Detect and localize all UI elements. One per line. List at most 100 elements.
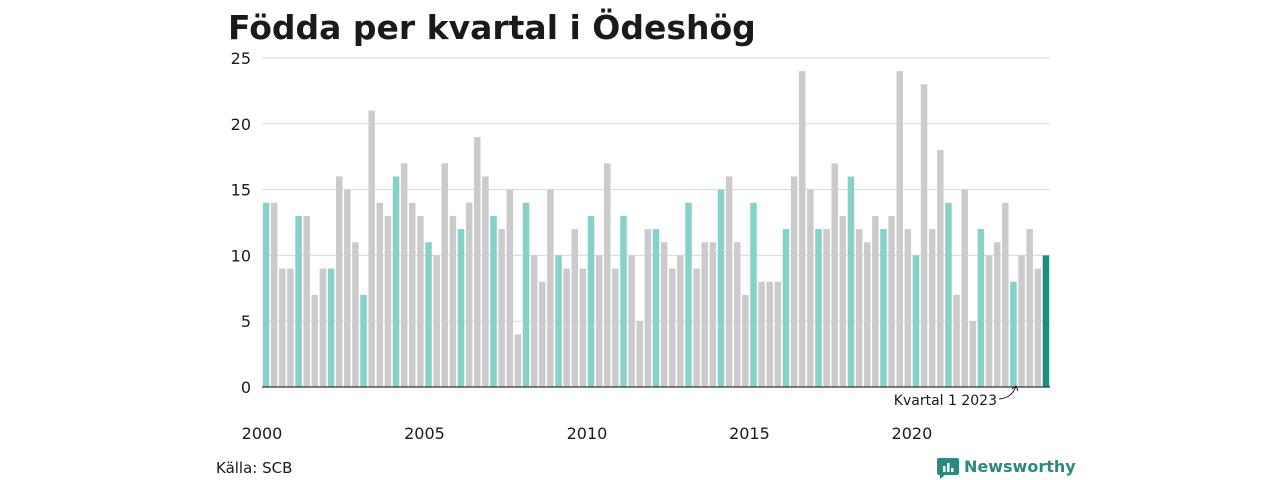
bar <box>628 255 635 387</box>
bar <box>636 321 644 387</box>
bar <box>701 242 708 387</box>
bar <box>904 229 912 387</box>
y-tick-label: 0 <box>241 378 251 397</box>
bar <box>847 176 855 387</box>
bar <box>303 215 310 387</box>
y-tick-label: 20 <box>231 115 251 134</box>
bar <box>595 255 603 387</box>
bar <box>547 189 554 387</box>
annotation-arrow <box>998 385 1017 400</box>
x-tick-label: 2015 <box>729 424 770 443</box>
bar <box>839 215 847 387</box>
bar <box>896 71 903 387</box>
bar <box>693 268 700 387</box>
bar <box>985 255 993 387</box>
bar <box>660 242 668 387</box>
bar <box>823 229 830 387</box>
bar <box>465 202 473 387</box>
bar <box>807 189 814 387</box>
bar <box>344 189 351 387</box>
bar <box>733 242 741 387</box>
bar <box>920 84 928 387</box>
bar <box>474 136 481 387</box>
bar <box>855 229 863 387</box>
bar <box>571 229 579 387</box>
bar <box>750 202 757 387</box>
bar <box>1018 255 1025 387</box>
newsworthy-logo-icon <box>937 458 959 479</box>
bar <box>311 294 319 387</box>
bar <box>417 215 424 387</box>
bar <box>798 71 806 387</box>
bar <box>612 268 619 387</box>
bar <box>555 255 562 387</box>
bar <box>725 176 733 387</box>
bar <box>441 163 449 387</box>
bar <box>457 229 465 387</box>
x-tick-label: 2010 <box>567 424 608 443</box>
bar <box>449 215 457 387</box>
bar <box>319 268 327 387</box>
bar <box>587 215 595 387</box>
bar <box>888 215 895 387</box>
x-tick-label: 2000 <box>242 424 283 443</box>
bar <box>539 281 546 387</box>
bar <box>863 242 871 387</box>
source-label: Källa: SCB <box>216 459 292 477</box>
bar <box>620 215 627 387</box>
x-tick-label: 2005 <box>404 424 445 443</box>
bar <box>774 281 782 387</box>
bar <box>815 229 822 387</box>
bar <box>400 163 408 387</box>
annotation-label: Kvartal 1 2023 <box>894 393 997 409</box>
x-axis: 2000 2005 2010 2015 2020 <box>242 424 933 443</box>
bar <box>368 110 375 387</box>
bar <box>668 268 676 387</box>
bar <box>677 255 684 387</box>
bar <box>490 215 497 387</box>
bar <box>652 229 660 387</box>
bar <box>742 294 749 387</box>
bar <box>953 294 960 387</box>
bar <box>522 202 530 387</box>
bar <box>872 215 879 387</box>
bar <box>579 268 587 387</box>
bar <box>945 202 952 387</box>
bar <box>912 255 920 387</box>
bar <box>717 189 725 387</box>
bar <box>279 268 286 387</box>
bar <box>392 176 400 387</box>
bar <box>360 294 367 387</box>
y-tick-label: 15 <box>231 181 251 200</box>
bar <box>1010 281 1017 387</box>
bar <box>409 202 416 387</box>
y-tick-label: 25 <box>231 49 251 68</box>
bar <box>482 176 489 387</box>
bar <box>506 189 514 387</box>
y-tick-label: 10 <box>231 246 251 265</box>
x-tick-label: 2020 <box>892 424 933 443</box>
bar <box>1042 255 1050 387</box>
bar <box>384 215 392 387</box>
bar <box>498 229 505 387</box>
bar <box>928 229 936 387</box>
bar <box>1034 268 1042 387</box>
bar <box>758 281 765 387</box>
bar <box>433 255 440 387</box>
bar <box>335 176 343 387</box>
bar <box>563 268 570 387</box>
bar <box>270 202 278 387</box>
bars <box>262 71 1050 387</box>
chart-title: Födda per kvartal i Ödeshög <box>228 7 756 47</box>
bar <box>644 229 652 387</box>
bar <box>1002 202 1009 387</box>
bar <box>969 321 977 387</box>
bar <box>287 268 294 387</box>
y-tick-label: 5 <box>241 312 251 331</box>
bar <box>327 268 335 387</box>
bar <box>993 242 1001 387</box>
bar <box>685 202 692 387</box>
bar <box>530 255 538 387</box>
bar <box>790 176 798 387</box>
